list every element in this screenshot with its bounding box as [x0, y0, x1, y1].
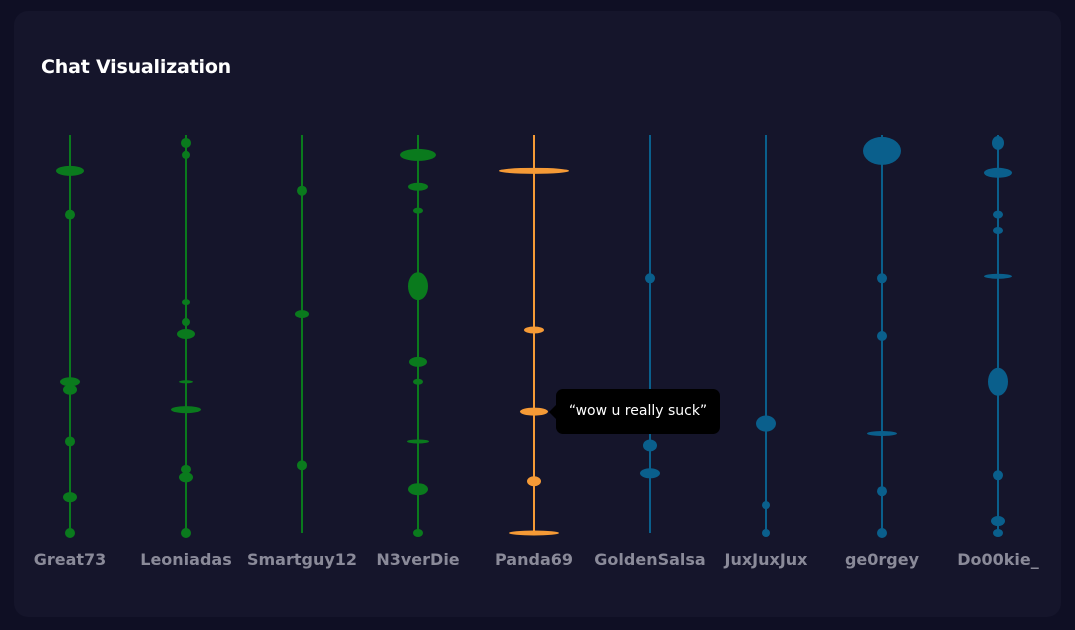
message-point-selected[interactable]	[520, 407, 548, 416]
message-point[interactable]	[408, 483, 428, 496]
message-point[interactable]	[60, 377, 80, 387]
message-point[interactable]	[63, 492, 77, 503]
message-point[interactable]	[182, 299, 190, 306]
message-point[interactable]	[988, 367, 1008, 396]
message-point[interactable]	[413, 207, 423, 214]
message-point[interactable]	[993, 470, 1003, 481]
lane-ge0rgey	[863, 135, 901, 538]
message-point[interactable]	[179, 472, 193, 483]
user-labels: Great73 Leoniadas Smartguy12 N3verDie Panda6…	[34, 550, 1039, 569]
message-point[interactable]	[877, 330, 887, 341]
lane-n3verdie	[400, 135, 436, 537]
message-point[interactable]	[509, 530, 559, 536]
message-point[interactable]	[181, 137, 191, 148]
message-point[interactable]	[182, 318, 190, 327]
message-point[interactable]	[499, 167, 569, 174]
lane-panda69	[499, 135, 569, 536]
message-tooltip: “wow u really suck”	[549, 389, 720, 434]
lane-goldensalsa	[640, 135, 660, 533]
message-point[interactable]	[640, 468, 660, 479]
message-point[interactable]	[413, 378, 423, 385]
user-label: Smartguy12	[247, 550, 357, 569]
message-point[interactable]	[993, 210, 1003, 219]
message-point[interactable]	[984, 167, 1012, 178]
message-point[interactable]	[524, 326, 544, 334]
user-label: Leoniadas	[140, 550, 231, 569]
message-point[interactable]	[413, 529, 423, 537]
message-point[interactable]	[65, 209, 75, 220]
user-label: ge0rgey	[845, 550, 920, 569]
tooltip-text: “wow u really suck”	[568, 403, 708, 419]
lane-smartguy12	[295, 135, 309, 533]
user-label: N3verDie	[376, 550, 459, 569]
message-point[interactable]	[409, 356, 427, 367]
message-point[interactable]	[171, 406, 201, 414]
lane-leoniadas	[171, 135, 201, 538]
lane-great73	[56, 135, 84, 538]
message-point[interactable]	[181, 528, 191, 538]
message-point[interactable]	[63, 384, 77, 395]
message-point[interactable]	[179, 380, 193, 384]
message-point[interactable]	[408, 272, 428, 301]
message-point[interactable]	[297, 460, 307, 471]
tooltip-arrow	[549, 405, 556, 419]
page-title: Chat Visualization	[41, 56, 232, 78]
message-point[interactable]	[182, 150, 190, 159]
message-point[interactable]	[863, 136, 901, 165]
message-point[interactable]	[56, 165, 84, 176]
user-lanes	[56, 135, 1012, 538]
message-point[interactable]	[756, 415, 776, 432]
message-point[interactable]	[993, 227, 1003, 235]
message-point[interactable]	[297, 185, 307, 196]
message-point[interactable]	[181, 464, 191, 474]
message-point[interactable]	[408, 182, 428, 191]
message-point[interactable]	[992, 135, 1004, 150]
user-label: JuxJuxJux	[724, 550, 809, 569]
message-point[interactable]	[877, 486, 887, 497]
message-point[interactable]	[527, 476, 541, 487]
lane-do00kie_	[984, 135, 1012, 537]
message-point[interactable]	[867, 431, 897, 436]
user-label: Do00kie_	[957, 550, 1039, 569]
message-point[interactable]	[645, 273, 655, 284]
message-point[interactable]	[991, 516, 1005, 527]
user-label: Panda69	[495, 550, 573, 569]
message-point[interactable]	[762, 501, 770, 510]
lane-juxjuxjux	[756, 135, 776, 537]
message-point[interactable]	[295, 310, 309, 319]
message-point[interactable]	[984, 273, 1012, 279]
user-label: GoldenSalsa	[594, 550, 705, 569]
message-point[interactable]	[762, 529, 770, 537]
message-point[interactable]	[877, 273, 887, 284]
message-point[interactable]	[65, 436, 75, 447]
message-point[interactable]	[993, 529, 1003, 537]
message-point[interactable]	[400, 148, 436, 161]
message-point[interactable]	[65, 528, 75, 538]
message-point[interactable]	[177, 329, 195, 339]
message-point[interactable]	[407, 439, 429, 444]
message-point[interactable]	[643, 439, 657, 452]
chart-card	[14, 11, 1061, 617]
message-point[interactable]	[877, 528, 887, 538]
user-label: Great73	[34, 550, 107, 569]
